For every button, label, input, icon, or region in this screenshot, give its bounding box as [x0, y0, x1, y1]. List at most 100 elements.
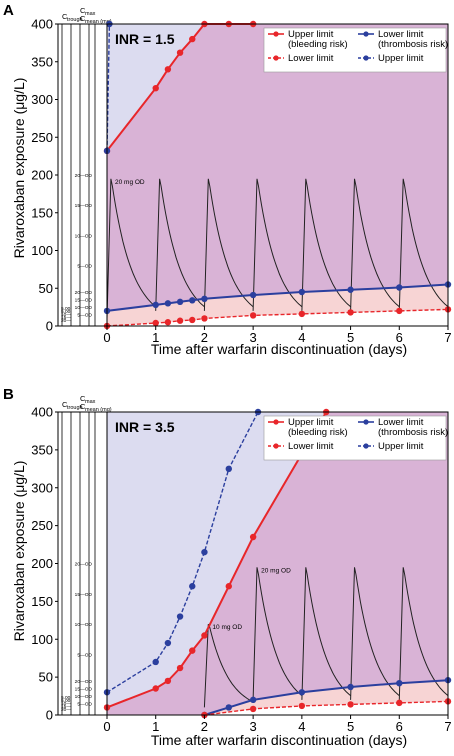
series-point-thrombosis-lower — [201, 295, 208, 303]
series-line-bleeding-lower — [204, 700, 449, 716]
pk-dose-label: 20 mg OD — [261, 567, 291, 574]
x-tick-label: 4 — [298, 330, 305, 345]
series-point-thrombosis-lower — [176, 298, 184, 306]
series-point-bleeding-upper — [164, 677, 172, 685]
inr-label: INR = 3.5 — [115, 419, 175, 435]
legend-marker — [273, 419, 279, 425]
series-point-bleeding-upper — [189, 647, 196, 654]
region-pink — [204, 680, 448, 715]
y-tick-label: 400 — [31, 405, 53, 420]
legend-marker — [363, 31, 369, 37]
y-tick-label: 300 — [31, 480, 53, 495]
y-tick-label: 50 — [39, 670, 53, 685]
inset-dose-mark: 20—OD — [75, 679, 93, 685]
legend-label: Upper limit — [378, 441, 424, 452]
inset-dose-mark: 20—OD — [75, 290, 93, 296]
inset-dose-mark: 5—OD — [77, 264, 92, 270]
inset-dose-mark: 10—OD — [75, 694, 93, 700]
region-purple — [107, 24, 448, 326]
legend-box — [263, 415, 447, 461]
x-tick-label: 2 — [201, 719, 208, 734]
x-tick-label: 5 — [347, 330, 354, 345]
series-point-bleeding-upper — [249, 533, 257, 541]
inset-caption-2: C — [80, 14, 86, 23]
pk-curve-5 — [350, 178, 400, 311]
y-tick-label: 0 — [46, 319, 53, 334]
series-point-thrombosis-lower — [164, 300, 172, 307]
inset-caption-sub-0: trough — [67, 17, 83, 23]
panel-letter-b: B — [3, 386, 14, 403]
series-point-bleeding-upper — [152, 685, 159, 692]
y-tick-label: 350 — [31, 54, 53, 69]
series-point-bleeding-lower — [396, 699, 403, 707]
inset-dose-mark: 5—OD — [77, 652, 92, 658]
series-point-bleeding-lower — [176, 317, 184, 324]
x-axis-title-a: Time after warfarin discontinuation (day… — [151, 341, 407, 357]
y-tick-label: 150 — [31, 594, 53, 609]
series-point-thrombosis-lower — [249, 291, 257, 299]
panel-b: B Rivaroxaban exposure (μg/L) Time after… — [3, 386, 452, 748]
legend-marker — [363, 443, 369, 449]
series-point-bleeding-lower — [164, 319, 172, 326]
legend-marker — [363, 419, 369, 425]
x-tick-label: 3 — [250, 330, 257, 345]
series-point-thrombosis-lower — [249, 696, 257, 704]
series-point-thrombosis-lower — [225, 704, 232, 711]
region-pink — [107, 284, 448, 326]
x-axis-title-b: Time after warfarin discontinuation (day… — [151, 732, 407, 748]
x-tick-label: 1 — [152, 330, 159, 345]
series-point-thrombosis-upper — [201, 548, 208, 556]
series-point-bleeding-lower — [347, 701, 354, 708]
series-point-bleeding-lower — [189, 316, 196, 324]
series-point-thrombosis-upper — [225, 465, 232, 473]
series-point-bleeding-lower — [298, 310, 306, 318]
series-point-bleeding-lower — [298, 702, 306, 710]
inset-caption-sub-2: mean (mg) — [85, 407, 112, 413]
legend-label: Upper limit — [288, 29, 334, 40]
legend-marker — [273, 55, 279, 61]
pk-curve-4 — [398, 567, 449, 700]
series-point-bleeding-upper — [176, 664, 184, 672]
series-point-thrombosis-lower — [347, 286, 354, 293]
inset-caption-sub-2: mean (mg) — [85, 19, 112, 25]
y-tick-label: 200 — [31, 556, 53, 571]
region-white — [204, 701, 448, 715]
inset-dose-mark: 15—OD — [75, 686, 93, 692]
series-point-bleeding-lower — [152, 319, 159, 327]
pk-curve-4 — [301, 178, 351, 311]
legend-label: (bleeding risk) — [288, 427, 348, 438]
inset-caption-sub-1: max — [85, 399, 96, 405]
y-tick-label: 100 — [31, 243, 53, 258]
inset-dose-mark: 20—OD — [75, 562, 93, 568]
inset-dose-mark: 15—OD — [75, 592, 93, 598]
pk-curve-6 — [398, 178, 449, 311]
legend-label: (thrombosis risk) — [378, 39, 448, 50]
y-tick-label: 100 — [31, 632, 53, 647]
series-point-thrombosis-lower — [298, 288, 306, 296]
inset-caption-sub-1: max — [85, 11, 96, 17]
inset-dose-mark: 5—OD — [77, 702, 92, 708]
y-tick-label: 200 — [31, 168, 53, 183]
y-tick-label: 0 — [46, 708, 53, 723]
inset-mean-mark: 20— — [61, 318, 71, 324]
legend-label: Lower limit — [288, 441, 334, 452]
panel-a: A Rivaroxaban exposure (μg/L) Time after… — [3, 2, 452, 357]
series-point-thrombosis-upper — [176, 613, 184, 620]
pk-dose-label: 10 mg OD — [212, 624, 242, 631]
series-line-bleeding-upper — [106, 411, 328, 709]
inset-caption-0: C — [62, 12, 68, 21]
inr-label: INR = 1.5 — [115, 31, 175, 47]
inset-dose-mark: 15—OD — [75, 298, 93, 304]
x-tick-label: 6 — [396, 330, 403, 345]
inset-mean-mark: 5.00 — [61, 309, 71, 315]
inset-dose-mark: 20—OD — [75, 173, 93, 179]
pk-curve-3 — [252, 178, 303, 311]
y-tick-label: 300 — [31, 92, 53, 107]
x-tick-label: 1 — [152, 719, 159, 734]
legend-label: Upper limit — [378, 53, 424, 64]
pk-curve-0 — [203, 623, 254, 708]
inset-dose-mark: 10—OD — [75, 622, 93, 628]
